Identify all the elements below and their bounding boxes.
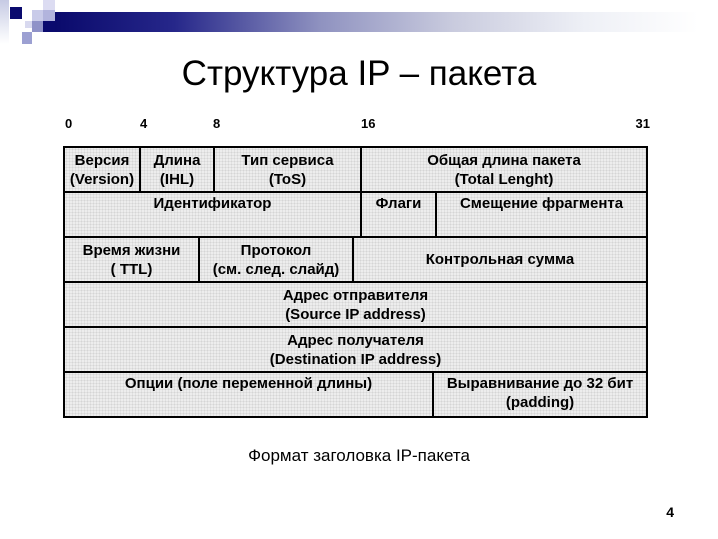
field-label: Смещение фрагмента	[459, 195, 624, 212]
decor-gradient-bar	[55, 12, 718, 32]
table-row-1: Версия (Version) Длина (IHL) Тип сервиса…	[65, 148, 646, 191]
decor-square-6	[22, 32, 32, 44]
field-label: Опции (поле переменной длины)	[124, 375, 373, 392]
table-row-6: Опции (поле переменной длины) Выравниван…	[65, 371, 646, 416]
bit-label-16: 16	[361, 116, 376, 131]
field-options: Опции (поле переменной длины)	[65, 373, 432, 416]
decor-square-5	[32, 21, 43, 32]
field-label: (Destination IP address)	[269, 350, 442, 368]
field-label: Протокол	[240, 241, 312, 259]
field-label: ( TTL)	[110, 260, 153, 278]
field-label: (ToS)	[268, 170, 307, 188]
field-ttl: Время жизни ( TTL)	[65, 238, 198, 281]
table-row-4: Адрес отправителя (Source IP address)	[65, 281, 646, 326]
field-label: Длина	[153, 151, 201, 169]
decor-gradient-strip	[0, 0, 9, 44]
decor-bar-step	[43, 21, 55, 32]
field-flags: Флаги	[360, 193, 435, 236]
bit-label-31: 31	[635, 116, 650, 131]
field-label: (padding)	[505, 394, 575, 411]
slide-title: Структура IP – пакета	[181, 54, 537, 93]
bit-label-0: 0	[65, 116, 73, 131]
decor-square-navy	[10, 7, 22, 19]
field-fragment-offset: Смещение фрагмента	[435, 193, 646, 236]
field-label: Флаги	[375, 195, 422, 212]
bit-label-4: 4	[140, 116, 148, 131]
decor-square-1	[43, 0, 55, 11]
decor-square-2	[32, 10, 43, 21]
ip-packet-table: Версия (Version) Длина (IHL) Тип сервиса…	[63, 146, 648, 418]
field-ihl: Длина (IHL)	[139, 148, 213, 191]
field-protocol: Протокол (см. след. слайд)	[198, 238, 352, 281]
field-identifier: Идентификатор	[65, 193, 360, 236]
decor-square-3	[43, 10, 55, 21]
field-label: (Version)	[69, 170, 135, 188]
field-label: Адрес получателя	[287, 331, 424, 349]
field-padding: Выравнивание до 32 бит (padding)	[432, 373, 646, 416]
decor-square-4	[25, 21, 32, 28]
field-label: Выравнивание до 32 бит	[446, 375, 634, 392]
bit-label-8: 8	[213, 116, 221, 131]
page-number: 4	[666, 504, 674, 520]
header-decoration	[0, 0, 718, 50]
field-label: Адрес отправителя	[282, 286, 429, 304]
field-label: Версия	[74, 151, 130, 169]
field-version: Версия (Version)	[65, 148, 139, 191]
field-destination-address: Адрес получателя (Destination IP address…	[65, 328, 646, 371]
field-label: (Total Lenght)	[454, 170, 554, 188]
field-label: (Source IP address)	[285, 305, 426, 323]
slide-caption: Формат заголовка IP-пакета	[248, 446, 470, 465]
field-label: Контрольная сумма	[425, 251, 575, 268]
field-tos: Тип сервиса (ToS)	[213, 148, 360, 191]
field-source-address: Адрес отправителя (Source IP address)	[65, 283, 646, 326]
field-checksum: Контрольная сумма	[352, 238, 646, 281]
field-label: Тип сервиса	[241, 151, 334, 169]
field-label: (IHL)	[159, 170, 195, 188]
field-label: (см. след. слайд)	[212, 260, 340, 278]
table-row-2: Идентификатор Флаги Смещение фрагмента	[65, 191, 646, 236]
table-row-5: Адрес получателя (Destination IP address…	[65, 326, 646, 371]
table-row-3: Время жизни ( TTL) Протокол (см. след. с…	[65, 236, 646, 281]
field-total-length: Общая длина пакета (Total Lenght)	[360, 148, 646, 191]
field-label: Общая длина пакета	[427, 151, 581, 169]
field-label: Время жизни	[82, 241, 181, 259]
field-label: Идентификатор	[153, 195, 272, 212]
